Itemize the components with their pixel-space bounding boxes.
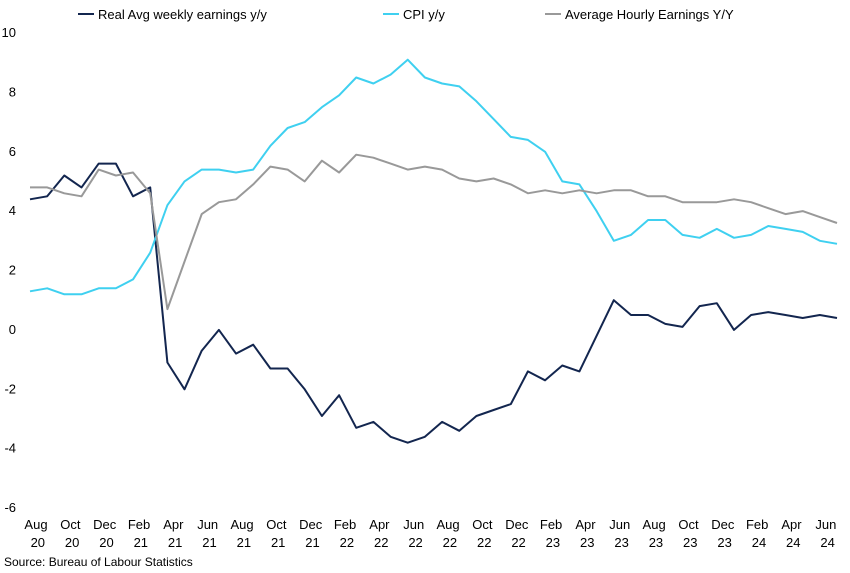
legend-label: Average Hourly Earnings Y/Y [565,7,734,22]
y-tick-label: -4 [4,441,16,456]
x-tick-label: Feb 21 [128,517,150,550]
y-tick-label: 4 [9,203,16,218]
legend-label: Real Avg weekly earnings y/y [98,7,267,22]
x-tick-label: Feb 24 [746,517,768,550]
x-tick-label: Aug 22 [437,517,460,550]
x-tick-label: Jun 21 [197,517,218,550]
x-tick-label: Dec 20 [93,517,117,550]
x-tick-label: Jun 22 [403,517,424,550]
x-tick-label: Jun 24 [815,517,836,550]
x-tick-label: Oct 23 [678,517,699,550]
x-tick-label: Aug 21 [230,517,253,550]
y-tick-label: -6 [4,500,16,515]
x-tick-label: Oct 20 [60,517,81,550]
series-line [30,153,838,311]
x-tick-label: Feb 22 [334,517,356,550]
x-tick-label: Apr 22 [369,517,390,550]
y-tick-label: 8 [9,84,16,99]
x-tick-label: Dec 21 [299,517,323,550]
x-tick-label: Jun 23 [609,517,630,550]
x-tick-label: Aug 20 [24,517,47,550]
x-tick-label: Feb 23 [540,517,562,550]
x-tick-label: Oct 21 [266,517,287,550]
legend-label: CPI y/y [403,7,445,22]
y-tick-label: 2 [9,263,16,278]
x-tick-label: Dec 23 [711,517,735,550]
series-line [29,58,838,296]
x-tick-label: Oct 22 [472,517,493,550]
x-tick-label: Apr 24 [781,517,802,550]
series-line [29,162,838,444]
y-tick-label: 6 [9,144,16,159]
y-tick-label: 0 [9,322,16,337]
x-tick-label: Aug 23 [643,517,666,550]
x-tick-label: Dec 22 [505,517,529,550]
source: Source: Bureau of Labour Statistics [4,555,193,569]
y-tick-label: -2 [4,381,16,396]
x-tick-label: Apr 21 [163,517,184,550]
y-tick-label: 10 [2,25,16,40]
x-tick-label: Apr 23 [575,517,596,550]
